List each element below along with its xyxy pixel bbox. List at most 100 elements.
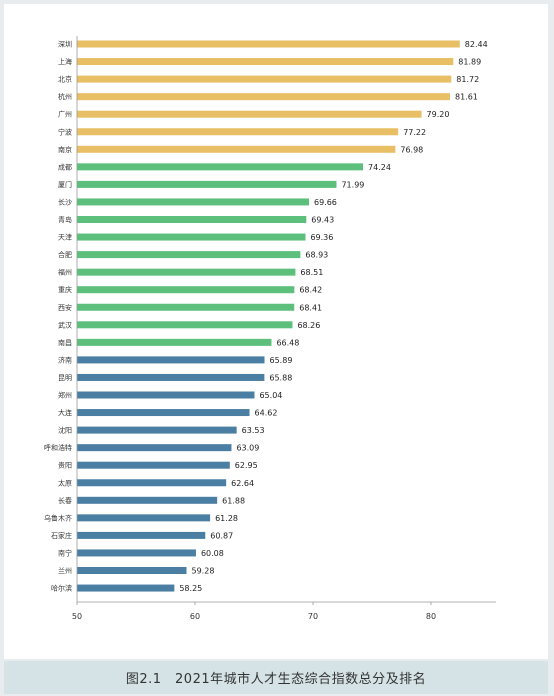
bar — [77, 584, 175, 592]
bar — [77, 356, 265, 364]
category-label: 昆明 — [58, 374, 72, 382]
caption-bar: 图2.1 2021年城市人才生态综合指数总分及排名 — [4, 661, 548, 694]
category-label: 长春 — [58, 496, 72, 505]
category-label: 沈阳 — [58, 426, 72, 435]
figure-caption: 图2.1 2021年城市人才生态综合指数总分及排名 — [125, 672, 427, 687]
value-label: 69.36 — [310, 233, 333, 242]
value-label: 59.28 — [192, 567, 215, 576]
category-label: 南京 — [58, 145, 72, 154]
bar — [77, 198, 309, 206]
category-label: 厦门 — [58, 180, 72, 189]
bar — [77, 496, 218, 504]
category-label: 石家庄 — [51, 531, 72, 540]
bar — [77, 128, 399, 136]
category-label: 太原 — [58, 478, 72, 487]
value-label: 61.88 — [222, 496, 245, 505]
category-label: 广州 — [58, 110, 72, 119]
bar-chart: 深圳 82.44 上海 81.89 北京 81.72 杭州 81.61 广州 79.20 宁波 77.… — [44, 36, 496, 621]
category-label: 福州 — [58, 268, 72, 277]
value-label: 65.04 — [259, 391, 282, 400]
value-label: 71.99 — [341, 180, 364, 189]
bar — [77, 216, 307, 223]
bar — [77, 75, 452, 83]
value-label: 63.53 — [242, 426, 265, 435]
x-tick-label: 70 — [308, 612, 318, 621]
value-label: 77.22 — [403, 128, 426, 137]
bar — [77, 514, 211, 522]
bar — [77, 233, 306, 241]
bar — [77, 286, 295, 294]
bar — [77, 373, 265, 381]
value-label: 68.93 — [305, 251, 328, 260]
bar — [77, 391, 255, 399]
value-label: 62.95 — [235, 461, 258, 470]
category-label: 青岛 — [58, 215, 72, 224]
value-label: 68.42 — [299, 286, 322, 295]
category-label: 成都 — [58, 162, 72, 171]
bar — [77, 58, 454, 66]
value-label: 81.61 — [455, 93, 478, 102]
bar — [77, 145, 396, 153]
bar — [77, 479, 227, 487]
category-label: 济南 — [58, 355, 72, 364]
value-label: 63.09 — [236, 444, 259, 453]
value-label: 60.08 — [201, 549, 224, 558]
category-label: 南宁 — [58, 548, 72, 557]
bar — [77, 163, 364, 171]
value-label: 58.25 — [179, 584, 202, 593]
x-tick-label: 80 — [426, 612, 436, 621]
category-label: 郑州 — [58, 392, 72, 400]
bar — [77, 251, 301, 259]
value-label: 69.43 — [311, 216, 334, 225]
category-label: 兰州 — [58, 566, 72, 575]
category-label: 大连 — [58, 408, 72, 417]
value-label: 68.41 — [299, 303, 322, 312]
category-label: 深圳 — [58, 40, 72, 49]
bar — [77, 40, 460, 48]
value-label: 66.48 — [276, 338, 299, 347]
category-label: 重庆 — [58, 285, 72, 294]
category-label: 呼和浩特 — [44, 443, 72, 452]
category-label: 贵阳 — [58, 461, 72, 470]
bar — [77, 461, 230, 469]
bar — [77, 549, 196, 557]
value-label: 81.72 — [456, 75, 479, 84]
bar — [77, 93, 450, 101]
bar — [77, 444, 232, 452]
category-label: 长沙 — [58, 197, 72, 206]
bar — [77, 567, 187, 574]
value-label: 79.20 — [427, 110, 450, 119]
category-label: 杭州 — [58, 92, 72, 101]
bar — [77, 426, 237, 434]
value-label: 76.98 — [400, 145, 423, 154]
bar — [77, 180, 337, 188]
value-label: 68.51 — [300, 268, 323, 277]
bar — [77, 303, 295, 311]
category-label: 西安 — [58, 303, 72, 312]
value-label: 68.26 — [297, 321, 320, 330]
value-label: 69.66 — [314, 198, 337, 207]
category-label: 天津 — [58, 234, 72, 242]
category-label: 北京 — [58, 75, 72, 84]
value-label: 81.89 — [458, 58, 481, 67]
x-tick-label: 60 — [190, 612, 200, 621]
value-label: 74.24 — [368, 163, 391, 172]
value-label: 65.89 — [270, 356, 293, 365]
category-label: 上海 — [58, 57, 72, 66]
category-label: 乌鲁木齐 — [44, 513, 72, 522]
bar — [77, 321, 293, 329]
category-label: 南昌 — [58, 338, 72, 347]
value-label: 64.62 — [255, 409, 278, 418]
value-label: 62.64 — [231, 479, 254, 488]
value-label: 82.44 — [465, 40, 488, 49]
value-label: 60.87 — [210, 531, 233, 540]
category-label: 哈尔滨 — [51, 584, 72, 593]
value-label: 61.28 — [215, 514, 238, 523]
bar — [77, 338, 272, 346]
chart-card: 深圳 82.44 上海 81.89 北京 81.72 杭州 81.61 广州 79.20 宁波 77.… — [4, 4, 548, 659]
category-label: 宁波 — [58, 127, 72, 136]
bar — [77, 110, 422, 118]
category-label: 合肥 — [58, 250, 72, 259]
bar — [77, 531, 206, 539]
x-tick-label: 50 — [72, 612, 82, 621]
